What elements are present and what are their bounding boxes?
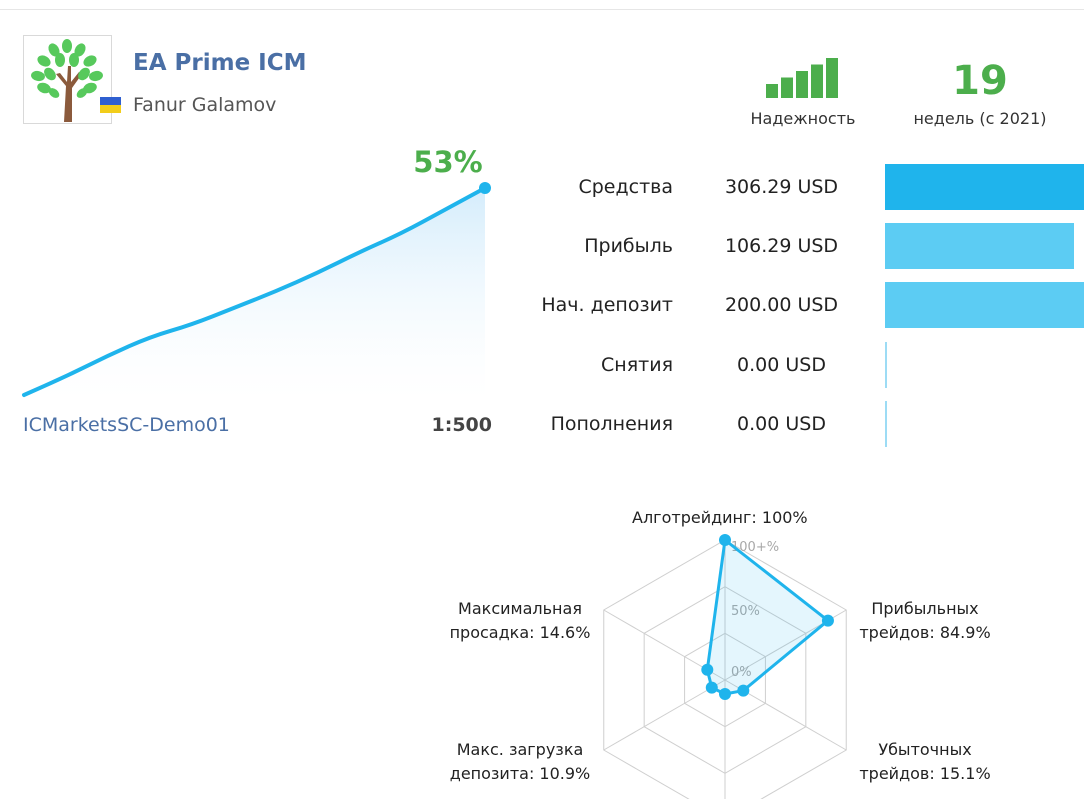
- product-title[interactable]: EA Prime ICM: [133, 50, 307, 76]
- radar-value-point: [705, 681, 718, 694]
- account-server-link[interactable]: ICMarketsSC-Demo01: [23, 414, 230, 436]
- stat-row-profit: Прибыль 106.29 USD: [500, 223, 1084, 269]
- stat-bar: [885, 342, 887, 388]
- reliability-bar: [811, 64, 823, 98]
- leverage-value: 1:500: [431, 414, 492, 436]
- stat-bar: [885, 401, 887, 447]
- radar-label-line: трейдов: 84.9%: [859, 623, 991, 642]
- reliability-bar: [766, 84, 778, 98]
- reliability-bar: [781, 77, 793, 98]
- reliability-bars-icon: [766, 58, 838, 98]
- radar-value-point: [821, 614, 834, 627]
- equity-area: [24, 188, 485, 400]
- radar-label-line: трейдов: 15.1%: [859, 764, 991, 783]
- reliability-bar: [826, 58, 838, 98]
- stat-row-deposits: Пополнения 0.00 USD: [500, 401, 1084, 447]
- radar-value-point: [719, 534, 731, 546]
- stat-bar: [885, 223, 1074, 269]
- radar-chart: 100+% 50% 0%: [603, 534, 847, 799]
- stat-row-equity: Средства 306.29 USD: [500, 164, 1084, 210]
- gain-percent: 53%: [413, 145, 483, 179]
- radar-label-line: просадка: 14.6%: [449, 623, 591, 642]
- radar-label-max-drawdown: Максимальная просадка: 14.6%: [430, 597, 610, 645]
- radar-value-point: [701, 663, 714, 676]
- radar-label-profit-trades: Прибыльных трейдов: 84.9%: [840, 597, 1010, 645]
- radar-label-line: Макс. загрузка: [456, 740, 584, 759]
- equity-end-point: [479, 182, 491, 194]
- weeks-value: 19: [952, 58, 1008, 104]
- stat-label: Прибыль: [584, 235, 673, 257]
- radar-tick-label: 50%: [731, 604, 760, 619]
- radar-label-algotrading: Алготрейдинг: 100%: [632, 508, 808, 527]
- stat-bar: [885, 282, 1084, 328]
- stat-value: 106.29 USD: [724, 235, 839, 257]
- radar-label-max-deposit-load: Макс. загрузка депозита: 10.9%: [430, 738, 610, 786]
- radar-label-line: Убыточных: [878, 740, 972, 759]
- reliability-indicator: Надежность: [744, 58, 862, 128]
- stat-value: 0.00 USD: [737, 354, 826, 376]
- radar-value-point: [737, 684, 750, 697]
- tree-icon: [31, 39, 103, 122]
- radar-value-point: [719, 688, 731, 700]
- stat-bar: [885, 164, 1084, 210]
- stat-row-initial-deposit: Нач. депозит 200.00 USD: [500, 282, 1084, 328]
- stat-label: Средства: [578, 176, 673, 198]
- product-logo[interactable]: [23, 35, 112, 124]
- reliability-bar: [796, 71, 808, 98]
- equity-line: [22, 186, 487, 397]
- radar-label-line: депозита: 10.9%: [449, 764, 591, 783]
- radar-label-loss-trades: Убыточных трейдов: 15.1%: [840, 738, 1010, 786]
- author-name[interactable]: Fanur Galamov: [133, 94, 277, 116]
- stat-value: 306.29 USD: [724, 176, 839, 198]
- stat-label: Снятия: [601, 354, 673, 376]
- radar-value-shape: [705, 538, 830, 696]
- stat-label: Нач. депозит: [541, 294, 673, 316]
- weeks-label: недель (с 2021): [913, 109, 1047, 128]
- stat-value: 200.00 USD: [724, 294, 839, 316]
- stat-label: Пополнения: [550, 413, 673, 435]
- ukraine-flag-icon: [100, 97, 121, 113]
- top-divider: [0, 9, 1084, 10]
- stat-value: 0.00 USD: [737, 413, 826, 435]
- reliability-label: Надежность: [750, 109, 856, 128]
- radar-label-line: Максимальная: [458, 599, 582, 618]
- radar-label-line: Прибыльных: [871, 599, 979, 618]
- equity-growth-chart: [22, 182, 491, 400]
- radar-axis-line: [603, 679, 726, 751]
- radar-tick-label: 0%: [731, 665, 752, 680]
- radar-tick-label: 100+%: [731, 540, 779, 555]
- stat-row-withdrawals: Снятия 0.00 USD: [500, 342, 1084, 388]
